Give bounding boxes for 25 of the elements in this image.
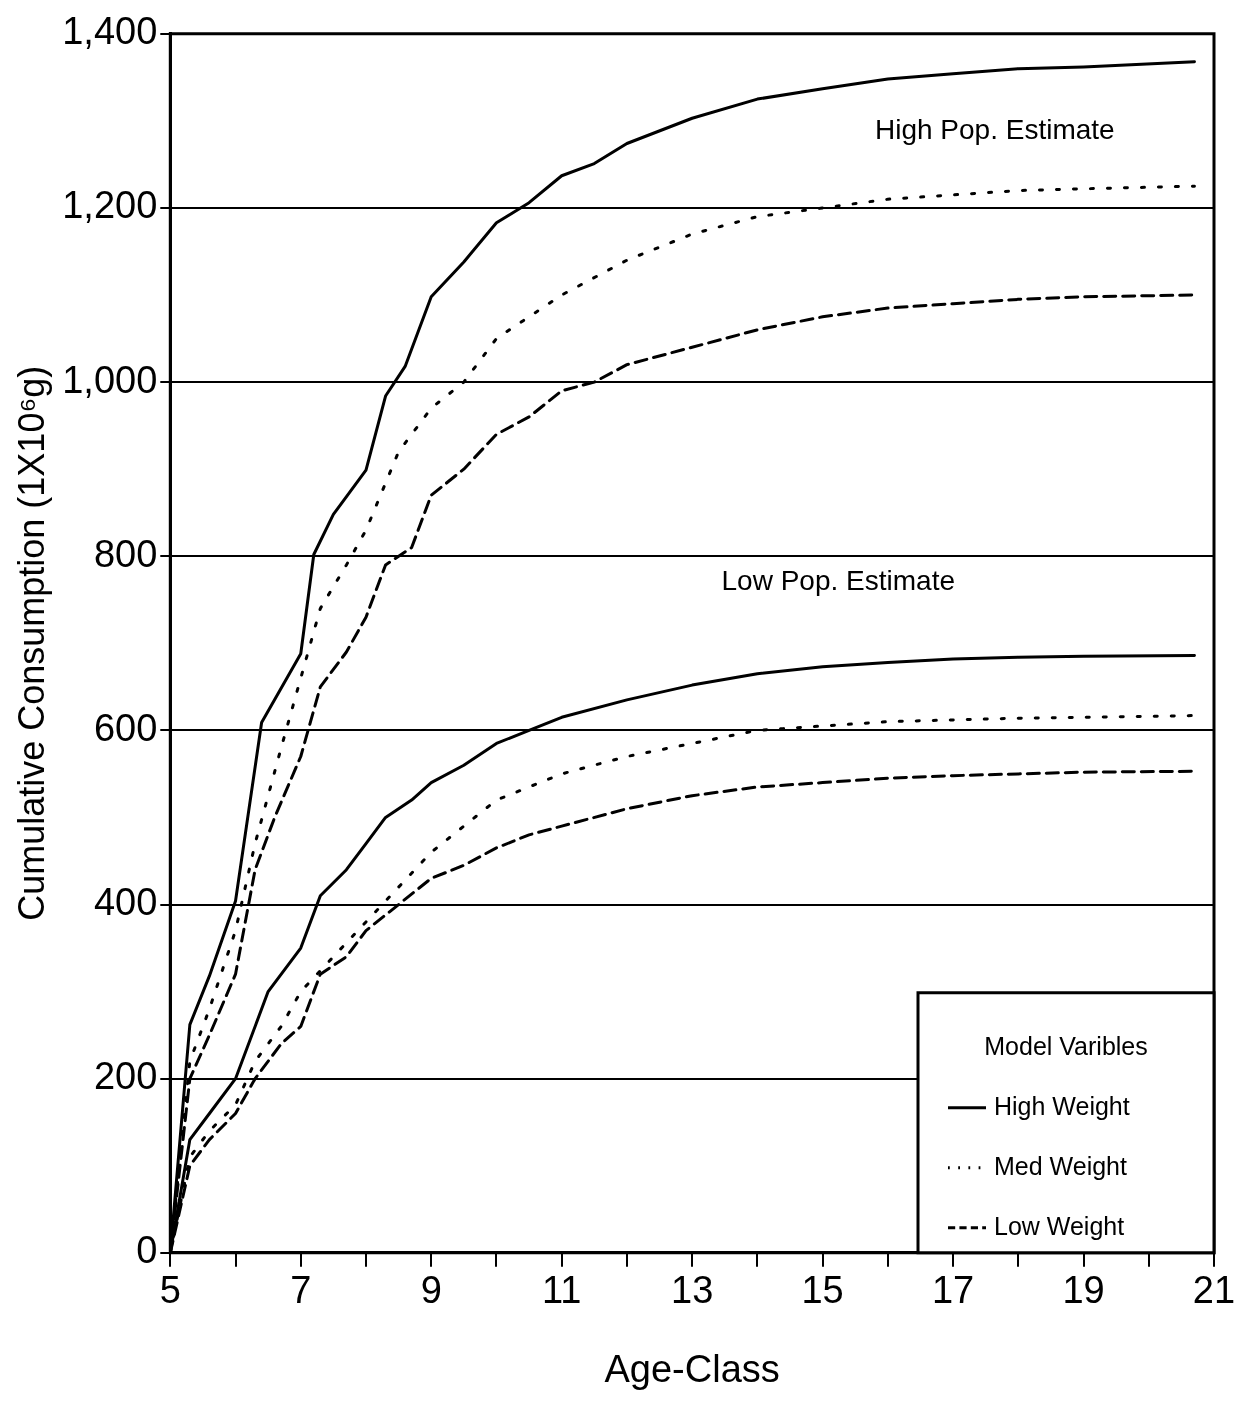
- legend-label: High Weight: [994, 1091, 1130, 1120]
- y-tick-label: 0: [136, 1229, 158, 1272]
- legend-title: Model Varibles: [984, 1031, 1148, 1060]
- y-tick-label: 1,000: [62, 358, 158, 401]
- legend-label: Med Weight: [994, 1151, 1127, 1180]
- legend-label: Low Weight: [994, 1211, 1125, 1240]
- y-axis-title: Cumulative Consumption (1X10⁶g): [10, 365, 52, 921]
- x-tick-label: 21: [1192, 1269, 1236, 1312]
- x-tick-label: 17: [931, 1269, 975, 1312]
- x-tick-label: 19: [1062, 1269, 1105, 1312]
- y-tick-label: 400: [93, 881, 158, 923]
- y-tick-label: 1,200: [62, 184, 158, 227]
- annotation: Low Pop. Estimate: [721, 565, 955, 597]
- y-tick-label: 800: [93, 532, 158, 575]
- x-tick-label: 5: [159, 1269, 181, 1312]
- x-tick-label: 15: [801, 1269, 844, 1312]
- y-tick-label: 1,400: [62, 10, 158, 53]
- x-tick-label: 7: [290, 1269, 312, 1312]
- x-tick-label: 11: [541, 1269, 582, 1312]
- x-tick-label: 9: [420, 1269, 442, 1312]
- x-tick-label: 13: [671, 1269, 714, 1312]
- annotation: High Pop. Estimate: [874, 114, 1115, 146]
- y-tick-label: 600: [93, 706, 158, 749]
- y-tick-label: 200: [93, 1055, 158, 1098]
- x-axis-title: Age-Class: [604, 1347, 780, 1390]
